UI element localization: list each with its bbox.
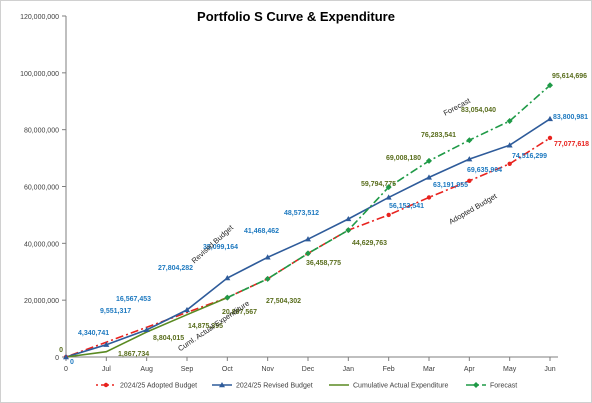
x-tick-label: Dec: [302, 366, 315, 373]
data-label: 35,099,164: [203, 244, 238, 251]
data-label: 83,800,981: [553, 114, 588, 121]
y-tick-label: 60,000,000: [24, 185, 59, 192]
axes: 0 20,000,000 40,000,000 60,000,000 80,000,00…: [20, 14, 558, 373]
series-point: [385, 194, 392, 200]
series-point: [385, 184, 392, 191]
data-label: 44,629,763: [352, 240, 387, 247]
x-tick-label: Sep: [181, 366, 194, 373]
series-point: [506, 142, 513, 148]
data-label: 77,077,618: [554, 141, 589, 148]
series-point: [224, 274, 231, 281]
data-label: 59,794,775: [361, 181, 396, 188]
series-line: [65, 137, 551, 358]
series-point: [345, 227, 352, 234]
series-point: [305, 236, 311, 242]
series-point: [345, 215, 352, 222]
series-point: [305, 250, 311, 257]
data-label: 69,635,904: [467, 167, 502, 174]
series-point: [467, 178, 472, 184]
series-point: [264, 254, 271, 260]
series-point: [547, 82, 553, 89]
legend-label: 2024/25 Revised Budget: [236, 383, 313, 390]
x-tick-label: Oct: [222, 366, 233, 373]
data-label: 48,573,512: [284, 210, 319, 217]
data-label: 63,191,955: [433, 182, 468, 189]
series-point: [507, 161, 512, 166]
x-tick-label: 0: [64, 366, 68, 373]
x-tick-label: Apr: [464, 366, 476, 373]
series-point: [143, 326, 150, 333]
series-point: [426, 174, 432, 180]
data-label: 69,008,180: [386, 155, 421, 162]
series-point: [63, 354, 69, 360]
series-point: [184, 306, 190, 313]
data-label: 1,867,734: [118, 351, 149, 358]
data-label: 76,283,541: [421, 132, 456, 139]
series-point: [466, 137, 473, 144]
series-point: [426, 195, 432, 200]
x-tick-label: Aug: [140, 366, 153, 373]
data-label: 27,504,302: [266, 298, 301, 305]
series-point: [547, 115, 553, 122]
legend-marker: [219, 382, 225, 388]
data-label: 56,153,541: [389, 203, 424, 210]
series-point: [264, 275, 271, 282]
y-tick-label: 120,000,000: [20, 14, 59, 21]
series-markers: [63, 82, 553, 360]
series-point: [386, 212, 391, 218]
series-point: [426, 157, 432, 164]
x-tick-label: May: [503, 366, 517, 373]
data-label: 14,875,395: [188, 323, 223, 330]
chart-title: Portfolio S Curve & Expenditure: [197, 9, 395, 24]
data-label: 4,340,741: [78, 330, 109, 337]
x-tick-label: Jul: [102, 366, 111, 373]
data-labels: 00 4,340,741 9,551,317 16,567,453 27,804,282…: [59, 73, 589, 366]
series-point: [506, 117, 513, 124]
y-tick-label: 100,000,000: [20, 71, 59, 78]
data-label: 8,804,015: [153, 335, 184, 342]
data-label: 16,567,453: [116, 296, 151, 303]
data-label: 0: [70, 359, 74, 366]
y-tick-label: 80,000,000: [24, 128, 59, 135]
legend-marker: [473, 382, 479, 388]
x-tick-label: Mar: [423, 366, 436, 373]
data-label: 95,614,696: [552, 73, 587, 80]
legend-marker: [103, 382, 109, 388]
series-point: [224, 294, 231, 301]
data-label: 27,804,282: [158, 265, 193, 272]
legend: 2024/25 Adopted Budget 2024/25 Revised Bu…: [96, 382, 517, 390]
data-label: 20,897,567: [222, 309, 257, 316]
x-tick-label: Feb: [383, 366, 395, 373]
legend-label: 2024/25 Adopted Budget: [120, 383, 197, 390]
data-label: 41,468,462: [244, 228, 279, 235]
series-point: [547, 135, 553, 141]
legend-label: Forecast: [490, 383, 517, 390]
data-label: 9,551,317: [100, 308, 131, 315]
x-tick-label: Jun: [544, 366, 555, 373]
x-tick-label: Jan: [343, 366, 354, 373]
y-tick-label: 40,000,000: [24, 241, 59, 248]
y-tick-label: 0: [55, 355, 59, 362]
data-label: 36,458,775: [306, 260, 341, 267]
y-tick-label: 20,000,000: [24, 298, 59, 305]
series-point: [103, 341, 110, 347]
legend-label: Cumulative Actual Expenditure: [353, 383, 448, 390]
data-label: 83,054,040: [461, 107, 496, 114]
x-tick-label: Nov: [261, 366, 274, 373]
data-label: 74,516,299: [512, 153, 547, 160]
data-label: 0: [59, 347, 63, 354]
series-point: [466, 156, 473, 162]
